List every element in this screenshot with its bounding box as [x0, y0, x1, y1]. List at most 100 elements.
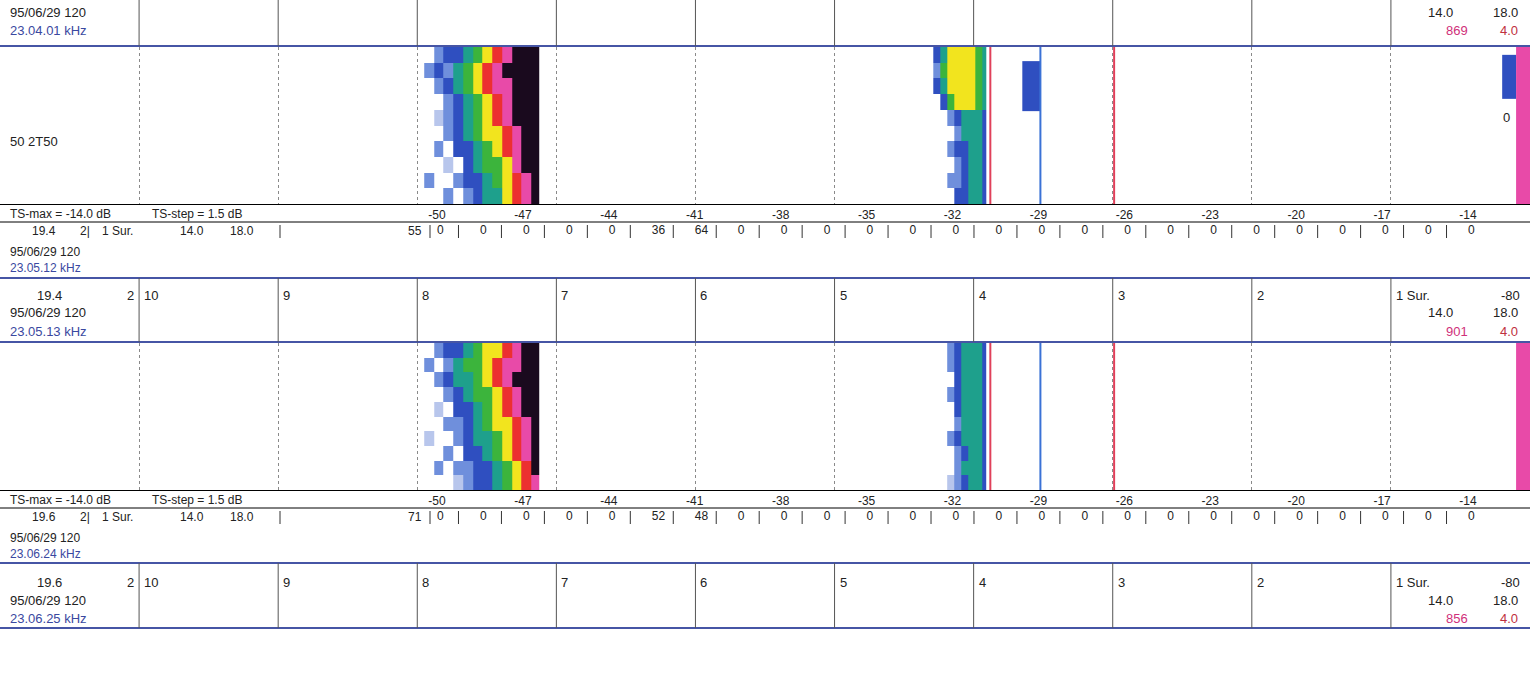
- svg-text:19.6: 19.6: [32, 510, 56, 524]
- svg-text:901: 901: [1446, 324, 1468, 339]
- svg-text:8: 8: [422, 575, 429, 590]
- svg-text:7: 7: [561, 575, 568, 590]
- svg-text:0: 0: [1038, 223, 1045, 237]
- svg-text:-47: -47: [514, 208, 532, 222]
- svg-text:0: 0: [867, 509, 874, 523]
- svg-text:23.06.24 kHz: 23.06.24 kHz: [10, 547, 81, 561]
- svg-text:8: 8: [422, 288, 429, 303]
- svg-text:-23: -23: [1202, 208, 1220, 222]
- svg-text:-44: -44: [600, 208, 618, 222]
- svg-text:-23: -23: [1202, 494, 1220, 508]
- svg-text:0: 0: [1339, 509, 1346, 523]
- svg-text:18.0: 18.0: [230, 510, 254, 524]
- svg-text:5: 5: [840, 288, 847, 303]
- svg-text:2: 2: [127, 288, 134, 303]
- svg-text:2: 2: [1257, 575, 1264, 590]
- svg-text:-35: -35: [858, 494, 876, 508]
- svg-text:-41: -41: [686, 494, 704, 508]
- svg-text:-80: -80: [1501, 288, 1520, 303]
- svg-text:2: 2: [1257, 288, 1264, 303]
- svg-text:0: 0: [1210, 223, 1217, 237]
- svg-text:5: 5: [840, 575, 847, 590]
- svg-text:6: 6: [700, 575, 707, 590]
- svg-text:18.0: 18.0: [1493, 305, 1518, 320]
- svg-text:0: 0: [1253, 223, 1260, 237]
- svg-text:95/06/29 120: 95/06/29 120: [10, 5, 86, 20]
- svg-text:95/06/29 120: 95/06/29 120: [10, 305, 86, 320]
- svg-text:36: 36: [652, 223, 666, 237]
- svg-text:0: 0: [910, 223, 917, 237]
- svg-text:-35: -35: [858, 208, 876, 222]
- svg-text:14.0: 14.0: [1428, 5, 1453, 20]
- svg-text:0: 0: [824, 223, 831, 237]
- svg-text:50 2T50: 50 2T50: [10, 134, 58, 149]
- svg-text:0: 0: [437, 223, 444, 237]
- svg-text:95/06/29 120: 95/06/29 120: [10, 245, 80, 259]
- svg-text:1 Sur.: 1 Sur.: [1396, 288, 1430, 303]
- svg-text:2|: 2|: [80, 510, 90, 524]
- svg-text:0: 0: [1468, 509, 1475, 523]
- svg-text:TS-step = 1.5 dB: TS-step = 1.5 dB: [152, 493, 242, 507]
- svg-text:0: 0: [1468, 223, 1475, 237]
- svg-text:10: 10: [144, 288, 158, 303]
- svg-text:0: 0: [1503, 110, 1510, 125]
- svg-text:-26: -26: [1116, 208, 1134, 222]
- svg-text:4.0: 4.0: [1500, 23, 1518, 38]
- svg-text:0: 0: [609, 223, 616, 237]
- svg-text:55: 55: [408, 224, 422, 238]
- svg-text:18.0: 18.0: [1493, 593, 1518, 608]
- svg-text:1 Sur.: 1 Sur.: [102, 510, 133, 524]
- svg-text:4: 4: [979, 288, 986, 303]
- svg-text:23.06.25 kHz: 23.06.25 kHz: [10, 611, 87, 626]
- svg-text:-80: -80: [1501, 575, 1520, 590]
- svg-text:0: 0: [1081, 223, 1088, 237]
- svg-text:14.0: 14.0: [180, 510, 204, 524]
- svg-text:-29: -29: [1030, 494, 1048, 508]
- svg-text:23.05.12 kHz: 23.05.12 kHz: [10, 261, 81, 275]
- svg-text:0: 0: [523, 509, 530, 523]
- svg-text:-38: -38: [772, 494, 790, 508]
- svg-text:18.0: 18.0: [230, 224, 254, 238]
- svg-text:-26: -26: [1116, 494, 1134, 508]
- svg-text:0: 0: [1167, 223, 1174, 237]
- svg-text:-50: -50: [428, 208, 446, 222]
- svg-text:0: 0: [1296, 509, 1303, 523]
- svg-text:-50: -50: [428, 494, 446, 508]
- svg-text:-32: -32: [944, 494, 962, 508]
- svg-text:0: 0: [1253, 509, 1260, 523]
- svg-text:0: 0: [1382, 509, 1389, 523]
- svg-text:0: 0: [1038, 509, 1045, 523]
- svg-text:95/06/29 120: 95/06/29 120: [10, 531, 80, 545]
- svg-text:0: 0: [1124, 223, 1131, 237]
- svg-text:1 Sur.: 1 Sur.: [1396, 575, 1430, 590]
- svg-text:0: 0: [566, 509, 573, 523]
- svg-text:-41: -41: [686, 208, 704, 222]
- svg-text:0: 0: [1425, 509, 1432, 523]
- svg-text:0: 0: [995, 509, 1002, 523]
- svg-text:-38: -38: [772, 208, 790, 222]
- svg-text:48: 48: [695, 509, 709, 523]
- svg-text:0: 0: [1081, 509, 1088, 523]
- svg-text:23.04.01 kHz: 23.04.01 kHz: [10, 23, 87, 38]
- svg-text:0: 0: [1167, 509, 1174, 523]
- svg-text:0: 0: [995, 223, 1002, 237]
- svg-text:-32: -32: [944, 208, 962, 222]
- svg-text:0: 0: [738, 223, 745, 237]
- svg-text:-17: -17: [1373, 208, 1391, 222]
- svg-text:23.05.13 kHz: 23.05.13 kHz: [10, 324, 87, 339]
- svg-text:4: 4: [979, 575, 986, 590]
- svg-text:TS-step = 1.5 dB: TS-step = 1.5 dB: [152, 207, 242, 221]
- svg-text:14.0: 14.0: [1428, 593, 1453, 608]
- svg-text:14.0: 14.0: [180, 224, 204, 238]
- svg-text:869: 869: [1446, 23, 1468, 38]
- svg-text:0: 0: [1210, 509, 1217, 523]
- svg-text:0: 0: [953, 509, 960, 523]
- svg-text:TS-max = -14.0 dB: TS-max = -14.0 dB: [10, 207, 111, 221]
- svg-text:18.0: 18.0: [1493, 5, 1518, 20]
- svg-text:19.4: 19.4: [32, 224, 56, 238]
- svg-text:-14: -14: [1459, 494, 1477, 508]
- svg-text:-20: -20: [1287, 494, 1305, 508]
- svg-text:0: 0: [566, 223, 573, 237]
- svg-text:0: 0: [1425, 223, 1432, 237]
- svg-text:TS-max = -14.0 dB: TS-max = -14.0 dB: [10, 493, 111, 507]
